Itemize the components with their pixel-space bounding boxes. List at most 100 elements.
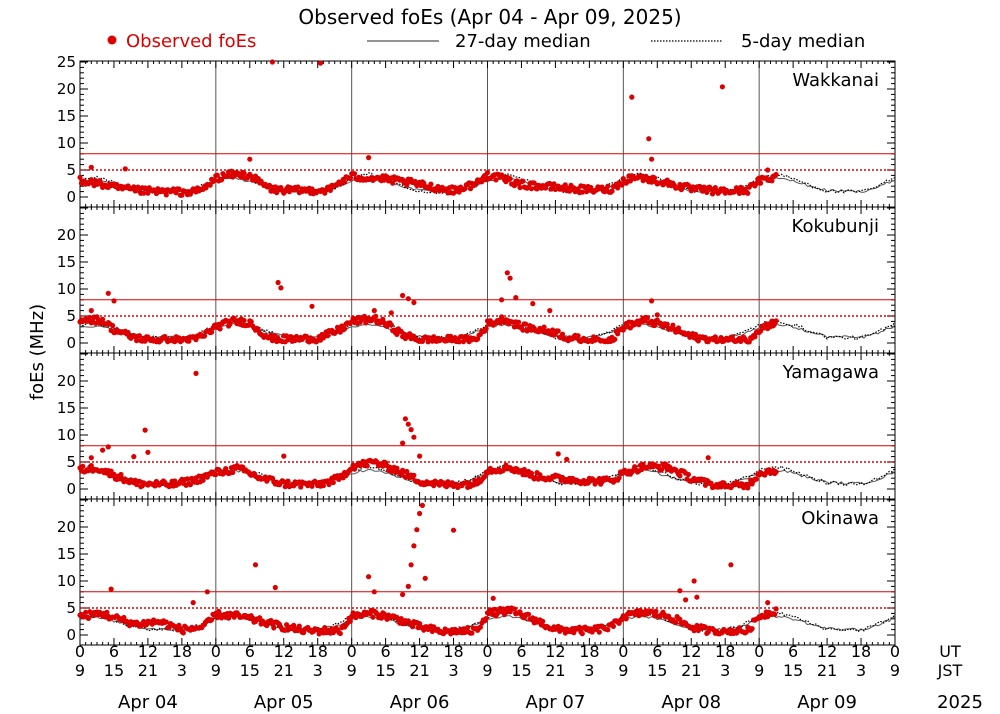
observed-point [719, 84, 726, 90]
observed-point [456, 339, 462, 345]
observed-point [749, 626, 755, 632]
station-label: Yamagawa [782, 362, 879, 383]
observed-point [88, 308, 94, 314]
chart-title: Observed foEs (Apr 04 - Apr 09, 2025) [298, 5, 681, 29]
observed-point [371, 589, 377, 595]
observed-point [326, 481, 332, 488]
observed-point [231, 614, 237, 620]
observed-point [414, 527, 420, 533]
observed-point [702, 334, 709, 341]
observed-point [363, 320, 369, 326]
observed-point [525, 611, 532, 617]
observed-point [200, 477, 206, 483]
observed-point [646, 136, 652, 142]
day-label: Apr 08 [661, 692, 721, 713]
observed-point [378, 615, 384, 621]
y-tick-label: 15 [57, 107, 76, 125]
observed-point [373, 313, 379, 319]
observed-point [390, 180, 396, 186]
y-tick-label: 15 [57, 253, 76, 271]
y-tick-label: 5 [66, 453, 76, 471]
observed-point [141, 190, 147, 196]
observed-point [511, 183, 517, 189]
observed-point [93, 320, 99, 326]
observed-point [411, 543, 417, 549]
observed-point [483, 616, 489, 622]
observed-point [691, 578, 697, 584]
observed-point [477, 624, 483, 630]
day-label: Apr 04 [118, 692, 178, 713]
observed-point [745, 190, 751, 196]
jst-tick-label: 15 [240, 661, 260, 680]
y-tick-label: 5 [66, 599, 76, 617]
panel-kokubunji: 0 5 10 15 20 Kokubunji [57, 206, 896, 354]
observed-point [562, 182, 568, 188]
observed-point [677, 616, 683, 623]
observed-point [550, 327, 556, 333]
observed-point [520, 327, 526, 333]
observed-point [769, 178, 775, 184]
observed-point [599, 184, 605, 190]
station-label: Okinawa [801, 508, 879, 529]
observed-point [765, 167, 771, 173]
observed-point [201, 333, 208, 339]
observed-point [412, 178, 418, 185]
observed-point [576, 624, 583, 630]
observed-point [704, 189, 710, 195]
jst-tick-label: 3 [177, 661, 187, 680]
observed-point [80, 463, 86, 469]
observed-point [746, 339, 752, 345]
jst-tick-label: 3 [584, 661, 594, 680]
jst-tick-label: 15 [647, 661, 667, 680]
observed-point [295, 184, 301, 190]
observed-point [269, 59, 275, 65]
day-label: Apr 05 [254, 692, 314, 713]
observed-point [394, 465, 400, 471]
jst-tick-label: 21 [274, 661, 294, 680]
observed-point [342, 326, 348, 332]
observed-point [612, 336, 618, 342]
jst-tick-label: 9 [890, 661, 900, 680]
observed-point [555, 328, 561, 334]
observed-point [105, 444, 111, 450]
jst-label: JST [937, 661, 963, 680]
observed-point [541, 324, 547, 330]
observed-point [337, 630, 343, 637]
observed-point [366, 155, 372, 161]
observed-point [216, 467, 222, 473]
observed-point [370, 614, 376, 620]
jst-tick-label: 9 [75, 661, 85, 680]
observed-point [405, 421, 411, 427]
jst-tick-label: 3 [448, 661, 458, 680]
observed-point [547, 308, 553, 314]
observed-point [330, 479, 336, 486]
y-tick-label: 20 [57, 226, 76, 244]
observed-point [428, 181, 434, 187]
observed-point [649, 179, 655, 185]
observed-point [649, 156, 655, 162]
ut-tick-label: 0 [482, 642, 492, 661]
observed-point [718, 484, 724, 490]
observed-point [492, 606, 498, 612]
observed-point [752, 334, 758, 340]
observed-point [296, 623, 302, 629]
observed-point [465, 624, 471, 631]
observed-point [677, 473, 683, 479]
observed-point [309, 483, 315, 489]
y-tick-label: 10 [57, 280, 76, 298]
observed-point [142, 338, 148, 344]
jst-tick-label: 15 [783, 661, 803, 680]
observed-point [564, 456, 570, 462]
observed-point [555, 451, 561, 457]
observed-point [484, 170, 491, 176]
y-tick-label: 5 [66, 307, 76, 325]
jst-tick-label: 3 [720, 661, 730, 680]
observed-point [309, 303, 315, 309]
observed-point [417, 510, 423, 517]
station-label: Wakkanai [792, 70, 879, 91]
observed-point [303, 333, 309, 339]
ut-tick-label: 0 [75, 642, 85, 661]
observed-point [528, 186, 535, 192]
observed-point [121, 614, 127, 621]
day-label: Apr 07 [526, 692, 586, 713]
